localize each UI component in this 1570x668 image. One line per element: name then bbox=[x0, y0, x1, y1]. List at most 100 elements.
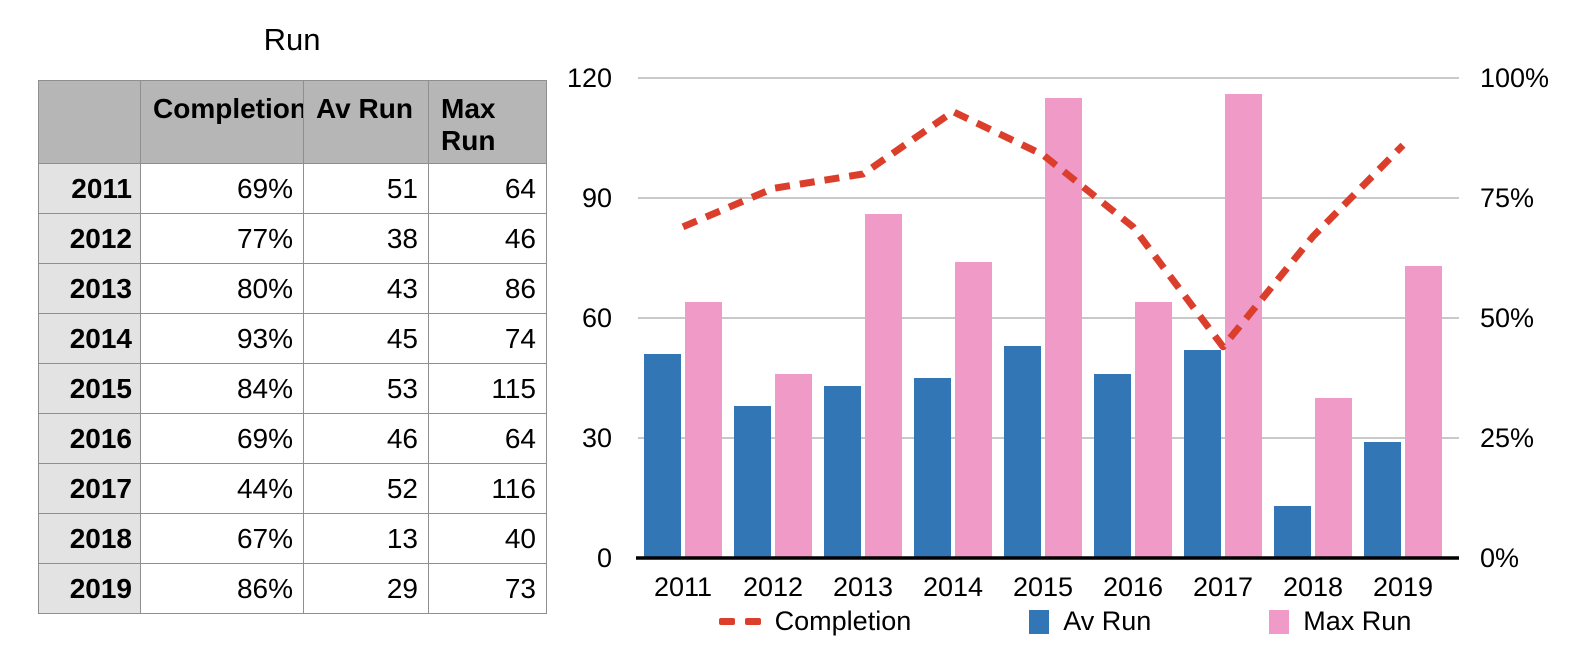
legend-item-max-run: Max Run bbox=[1269, 606, 1411, 637]
year-cell: 2013 bbox=[38, 263, 141, 314]
legend-item-av-run: Av Run bbox=[1029, 606, 1151, 637]
max-run-cell: 74 bbox=[428, 313, 547, 364]
table-row: 2017 44% 52 116 bbox=[38, 463, 547, 514]
table-row: 2012 77% 38 46 bbox=[38, 213, 547, 264]
year-cell: 2016 bbox=[38, 413, 141, 464]
completion-cell: 93% bbox=[140, 313, 304, 364]
table-row: 2015 84% 53 115 bbox=[38, 363, 547, 414]
legend-label: Av Run bbox=[1063, 606, 1152, 636]
right-axis-label: 0% bbox=[1480, 543, 1519, 573]
column-header-completion: Completion bbox=[140, 80, 304, 164]
left-axis-label: 90 bbox=[582, 183, 612, 213]
max-run-cell: 64 bbox=[428, 413, 547, 464]
av-run-cell: 29 bbox=[303, 563, 429, 614]
av-run-cell: 38 bbox=[303, 213, 429, 264]
av-run-cell: 51 bbox=[303, 163, 429, 214]
table-row: 2013 80% 43 86 bbox=[38, 263, 547, 314]
bar-max-run-2013 bbox=[865, 214, 902, 558]
completion-cell: 44% bbox=[140, 463, 304, 514]
left-axis-label: 120 bbox=[567, 63, 612, 93]
table-row: 2019 86% 29 73 bbox=[38, 563, 547, 614]
max-run-cell: 46 bbox=[428, 213, 547, 264]
legend-label: Max Run bbox=[1303, 606, 1412, 636]
max-run-cell: 86 bbox=[428, 263, 547, 314]
bar-av-run-2013 bbox=[824, 386, 861, 558]
x-axis-label: 2017 bbox=[1193, 572, 1253, 600]
bar-max-run-2019 bbox=[1405, 266, 1442, 558]
color-swatch-icon bbox=[1269, 609, 1290, 634]
av-run-cell: 45 bbox=[303, 313, 429, 364]
bar-av-run-2014 bbox=[914, 378, 951, 558]
table-row: 2016 69% 46 64 bbox=[38, 413, 547, 464]
x-axis-label: 2015 bbox=[1013, 572, 1073, 600]
table-panel: Run Completion Av Run Max Run 2011 69% 51 64 2… bbox=[38, 22, 547, 614]
x-axis-label: 2018 bbox=[1283, 572, 1343, 600]
left-axis-label: 30 bbox=[582, 423, 612, 453]
left-axis-label: 60 bbox=[582, 303, 612, 333]
av-run-cell: 52 bbox=[303, 463, 429, 514]
year-cell: 2011 bbox=[38, 163, 141, 214]
chart-panel: 0 30 60 90 120 0% 25% 50% 75% 100% 2011 2012 2013 201… bbox=[560, 0, 1570, 668]
bar-max-run-2018 bbox=[1315, 398, 1352, 558]
bar-av-run-2011 bbox=[644, 354, 681, 558]
bar-max-run-2015 bbox=[1045, 98, 1082, 558]
chart-legend: Completion Av Run Max Run bbox=[560, 606, 1570, 637]
max-run-cell: 115 bbox=[428, 363, 547, 414]
year-cell: 2017 bbox=[38, 463, 141, 514]
legend-label: Completion bbox=[774, 606, 912, 636]
corner-header bbox=[38, 80, 141, 164]
legend-item-completion: Completion bbox=[718, 606, 912, 637]
x-axis-label: 2011 bbox=[654, 572, 712, 600]
column-header-max-run: Max Run bbox=[428, 80, 547, 164]
line-completion bbox=[681, 108, 1406, 351]
x-axis-label: 2013 bbox=[833, 572, 893, 600]
av-run-cell: 13 bbox=[303, 513, 429, 564]
combo-chart: 0 30 60 90 120 0% 25% 50% 75% 100% 2011 2012 2013 201… bbox=[567, 63, 1549, 600]
bar-av-run-2019 bbox=[1364, 442, 1401, 558]
right-axis-label: 100% bbox=[1480, 63, 1549, 93]
completion-cell: 67% bbox=[140, 513, 304, 564]
bar-av-run-2017 bbox=[1184, 350, 1221, 558]
bar-max-run-2014 bbox=[955, 262, 992, 558]
dash-segment bbox=[744, 618, 761, 625]
bar-av-run-2018 bbox=[1274, 506, 1311, 558]
data-table: Completion Av Run Max Run 2011 69% 51 64 2012 7… bbox=[38, 80, 547, 614]
bar-max-run-2011 bbox=[685, 302, 722, 558]
x-axis-label: 2016 bbox=[1103, 572, 1163, 600]
max-run-cell: 64 bbox=[428, 163, 547, 214]
year-cell: 2019 bbox=[38, 563, 141, 614]
table-row: 2011 69% 51 64 bbox=[38, 163, 547, 214]
av-run-cell: 43 bbox=[303, 263, 429, 314]
av-run-cell: 46 bbox=[303, 413, 429, 464]
bar-av-run-2016 bbox=[1094, 374, 1131, 558]
left-axis-label: 0 bbox=[597, 543, 612, 573]
bar-av-run-2015 bbox=[1004, 346, 1041, 558]
table-row: 2018 67% 13 40 bbox=[38, 513, 547, 564]
bar-max-run-2017 bbox=[1225, 94, 1262, 558]
column-header-av-run: Av Run bbox=[303, 80, 429, 164]
bar-max-run-2012 bbox=[775, 374, 812, 558]
right-axis-label: 50% bbox=[1480, 303, 1534, 333]
max-run-cell: 40 bbox=[428, 513, 547, 564]
completion-cell: 86% bbox=[140, 563, 304, 614]
x-axis-label: 2012 bbox=[743, 572, 803, 600]
dashed-line-icon bbox=[718, 618, 761, 625]
year-cell: 2014 bbox=[38, 313, 141, 364]
table-header-row: Completion Av Run Max Run bbox=[38, 80, 547, 164]
completion-cell: 69% bbox=[140, 413, 304, 464]
year-cell: 2012 bbox=[38, 213, 141, 264]
x-axis-label: 2019 bbox=[1373, 572, 1433, 600]
bar-max-run-2016 bbox=[1135, 302, 1172, 558]
completion-cell: 77% bbox=[140, 213, 304, 264]
table-title: Run bbox=[263, 22, 321, 57]
completion-cell: 69% bbox=[140, 163, 304, 214]
completion-cell: 80% bbox=[140, 263, 304, 314]
dash-segment bbox=[718, 618, 735, 625]
right-axis-label: 25% bbox=[1480, 423, 1534, 453]
av-run-cell: 53 bbox=[303, 363, 429, 414]
completion-cell: 84% bbox=[140, 363, 304, 414]
max-run-cell: 116 bbox=[428, 463, 547, 514]
bar-av-run-2012 bbox=[734, 406, 771, 558]
table-row: 2014 93% 45 74 bbox=[38, 313, 547, 364]
year-cell: 2018 bbox=[38, 513, 141, 564]
